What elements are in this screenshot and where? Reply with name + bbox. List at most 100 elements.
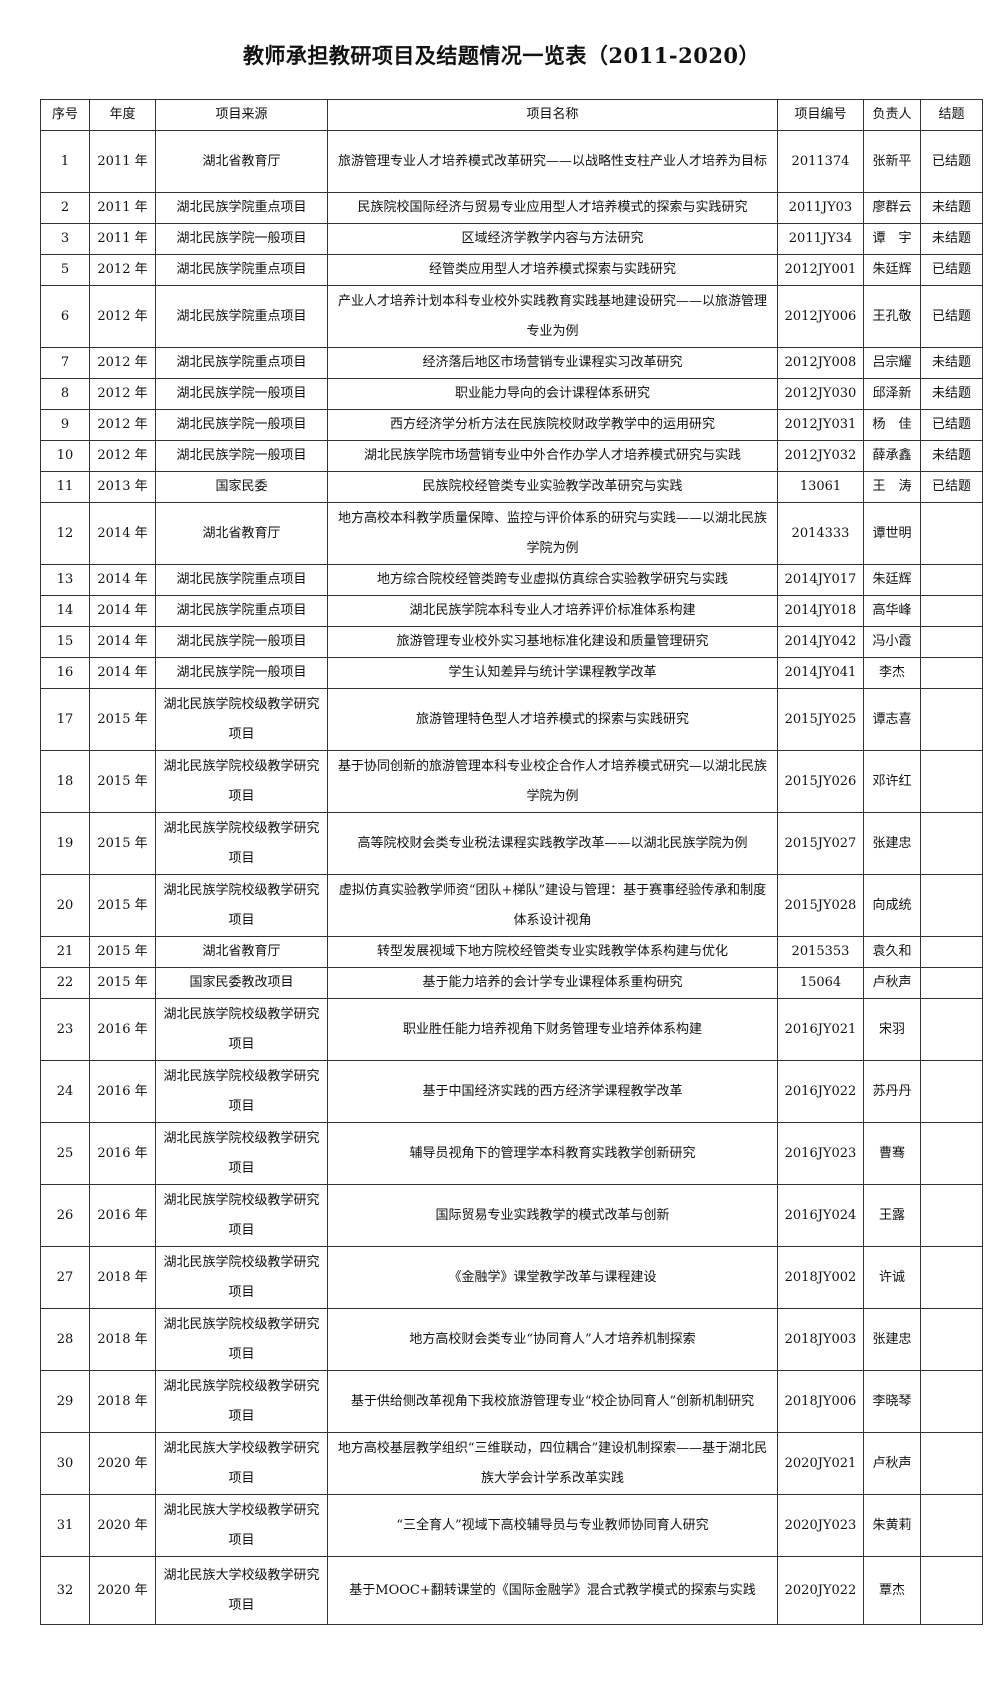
cell-project-name: 旅游管理特色型人才培养模式的探索与实践研究 bbox=[327, 688, 778, 751]
cell-leader: 王 涛 bbox=[863, 471, 921, 503]
cell-project-code: 2014JY041 bbox=[777, 657, 864, 689]
cell-leader: 谭志喜 bbox=[863, 688, 921, 751]
cell-leader: 宋羽 bbox=[863, 998, 921, 1061]
cell-project-code: 13061 bbox=[777, 471, 864, 503]
cell-project-name: 产业人才培养计划本科专业校外实践教育实践基地建设研究——以旅游管理专业为例 bbox=[327, 285, 778, 348]
cell-source: 湖北省教育厅 bbox=[155, 502, 328, 565]
cell-leader: 许诚 bbox=[863, 1246, 921, 1309]
cell-status bbox=[920, 1122, 983, 1185]
cell-project-code: 2014JY017 bbox=[777, 564, 864, 596]
cell-project-code: 2011374 bbox=[777, 130, 864, 193]
cell-index: 18 bbox=[40, 750, 90, 813]
cell-year: 2016 年 bbox=[89, 1122, 156, 1185]
cell-index: 25 bbox=[40, 1122, 90, 1185]
cell-index: 15 bbox=[40, 626, 90, 658]
cell-status bbox=[920, 967, 983, 999]
cell-index: 30 bbox=[40, 1432, 90, 1495]
cell-project-name: 湖北民族学院市场营销专业中外合作办学人才培养模式研究与实践 bbox=[327, 440, 778, 472]
cell-project-name: 民族院校国际经济与贸易专业应用型人才培养模式的探索与实践研究 bbox=[327, 192, 778, 224]
cell-leader: 冯小霞 bbox=[863, 626, 921, 658]
table-row: 24 2016 年湖北民族学院校级教学研究项目 基于中国经济实践的西方经济学课程教学… bbox=[40, 1060, 983, 1123]
cell-leader: 向成统 bbox=[863, 874, 921, 937]
cell-leader: 张建忠 bbox=[863, 812, 921, 875]
cell-year: 2018 年 bbox=[89, 1246, 156, 1309]
cell-year: 2015 年 bbox=[89, 936, 156, 968]
cell-project-name: 地方高校基层教学组织“三维联动，四位耦合”建设机制探索——基于湖北民族大学会计学… bbox=[327, 1432, 778, 1495]
cell-status bbox=[920, 998, 983, 1061]
cell-project-name: 虚拟仿真实验教学师资“团队+梯队”建设与管理：基于赛事经验传承和制度体系设计视角 bbox=[327, 874, 778, 937]
cell-project-code: 2012JY008 bbox=[777, 347, 864, 379]
cell-status bbox=[920, 626, 983, 658]
cell-leader: 朱廷辉 bbox=[863, 564, 921, 596]
cell-project-name: 民族院校经管类专业实验教学改革研究与实践 bbox=[327, 471, 778, 503]
cell-leader: 曹骞 bbox=[863, 1122, 921, 1185]
cell-status bbox=[920, 502, 983, 565]
cell-index: 26 bbox=[40, 1184, 90, 1247]
cell-leader: 邱泽新 bbox=[863, 378, 921, 410]
table-row: 32 2020 年湖北民族大学校级教学研究项目 基于MOOC+翻转课堂的《国际金融学… bbox=[40, 1556, 983, 1625]
cell-source: 湖北民族学院校级教学研究项目 bbox=[155, 1308, 328, 1371]
cell-year: 2018 年 bbox=[89, 1308, 156, 1371]
cell-project-code: 2015JY025 bbox=[777, 688, 864, 751]
cell-index: 23 bbox=[40, 998, 90, 1061]
cell-project-name: 基于供给侧改革视角下我校旅游管理专业“校企协同育人”创新机制研究 bbox=[327, 1370, 778, 1433]
table-row: 29 2018 年湖北民族学院校级教学研究项目 基于供给侧改革视角下我校旅游管理专业… bbox=[40, 1370, 983, 1433]
cell-project-code: 2015JY027 bbox=[777, 812, 864, 875]
cell-index: 13 bbox=[40, 564, 90, 596]
cell-source: 湖北民族学院重点项目 bbox=[155, 347, 328, 379]
cell-project-name: 区域经济学教学内容与方法研究 bbox=[327, 223, 778, 255]
cell-year: 2015 年 bbox=[89, 750, 156, 813]
cell-source: 湖北民族学院一般项目 bbox=[155, 657, 328, 689]
cell-index: 2 bbox=[40, 192, 90, 224]
cell-project-name: 地方高校财会类专业“协同育人”人才培养机制探索 bbox=[327, 1308, 778, 1371]
cell-project-name: 辅导员视角下的管理学本科教育实践教学创新研究 bbox=[327, 1122, 778, 1185]
cell-index: 3 bbox=[40, 223, 90, 255]
cell-index: 12 bbox=[40, 502, 90, 565]
cell-source: 湖北民族学院一般项目 bbox=[155, 223, 328, 255]
cell-index: 27 bbox=[40, 1246, 90, 1309]
cell-index: 24 bbox=[40, 1060, 90, 1123]
cell-source: 湖北民族学院校级教学研究项目 bbox=[155, 874, 328, 937]
cell-index: 10 bbox=[40, 440, 90, 472]
cell-index: 8 bbox=[40, 378, 90, 410]
cell-year: 2014 年 bbox=[89, 564, 156, 596]
cell-project-name: 基于协同创新的旅游管理本科专业校企合作人才培养模式研究—以湖北民族学院为例 bbox=[327, 750, 778, 813]
cell-source: 湖北民族学院校级教学研究项目 bbox=[155, 1060, 328, 1123]
table-row: 31 2020 年湖北民族大学校级教学研究项目 “三全育人”视域下高校辅导员与专业教… bbox=[40, 1494, 983, 1557]
cell-year: 2012 年 bbox=[89, 409, 156, 441]
cell-source: 湖北民族学院重点项目 bbox=[155, 254, 328, 286]
table-header-row: 序号 年度 项目来源 项目名称 项目编号 负责人 结题 bbox=[40, 99, 983, 131]
cell-status bbox=[920, 1370, 983, 1433]
cell-status bbox=[920, 564, 983, 596]
cell-status: 未结题 bbox=[920, 440, 983, 472]
cell-project-name: 基于MOOC+翻转课堂的《国际金融学》混合式教学模式的探索与实践 bbox=[327, 1556, 778, 1625]
cell-year: 2020 年 bbox=[89, 1494, 156, 1557]
table-row: 28 2018 年湖北民族学院校级教学研究项目 地方高校财会类专业“协同育人”人才培… bbox=[40, 1308, 983, 1371]
cell-leader: 薛承鑫 bbox=[863, 440, 921, 472]
cell-status: 未结题 bbox=[920, 223, 983, 255]
cell-leader: 王孔敬 bbox=[863, 285, 921, 348]
table-row: 3 2011 年湖北民族学院一般项目 区域经济学教学内容与方法研究 2011JY34 谭… bbox=[40, 223, 983, 255]
cell-project-code: 2012JY032 bbox=[777, 440, 864, 472]
cell-leader: 苏丹丹 bbox=[863, 1060, 921, 1123]
table-row: 13 2014 年湖北民族学院重点项目 地方综合院校经管类跨专业虚拟仿真综合实验教学… bbox=[40, 564, 983, 596]
cell-year: 2020 年 bbox=[89, 1556, 156, 1625]
cell-index: 22 bbox=[40, 967, 90, 999]
cell-source: 湖北民族学院重点项目 bbox=[155, 564, 328, 596]
header-status: 结题 bbox=[920, 99, 983, 131]
cell-year: 2015 年 bbox=[89, 688, 156, 751]
cell-project-name: 经管类应用型人才培养模式探索与实践研究 bbox=[327, 254, 778, 286]
cell-source: 湖北民族学院重点项目 bbox=[155, 285, 328, 348]
cell-status: 未结题 bbox=[920, 378, 983, 410]
cell-year: 2012 年 bbox=[89, 254, 156, 286]
table-row: 27 2018 年湖北民族学院校级教学研究项目 《金融学》课堂教学改革与课程建设 20… bbox=[40, 1246, 983, 1309]
cell-year: 2016 年 bbox=[89, 998, 156, 1061]
cell-year: 2015 年 bbox=[89, 967, 156, 999]
cell-project-code: 2016JY022 bbox=[777, 1060, 864, 1123]
cell-leader: 李晓琴 bbox=[863, 1370, 921, 1433]
cell-project-name: 基于中国经济实践的西方经济学课程教学改革 bbox=[327, 1060, 778, 1123]
cell-status bbox=[920, 1432, 983, 1495]
header-leader: 负责人 bbox=[863, 99, 921, 131]
cell-status: 未结题 bbox=[920, 347, 983, 379]
cell-project-name: 西方经济学分析方法在民族院校财政学教学中的运用研究 bbox=[327, 409, 778, 441]
